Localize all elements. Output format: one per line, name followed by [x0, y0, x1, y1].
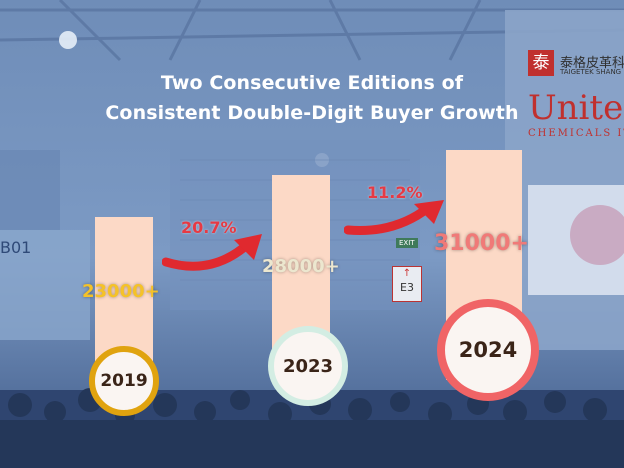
- brand-en-text: TAIGETEK SHANG: [560, 68, 622, 76]
- hall-sign: ↑ E3: [392, 266, 422, 302]
- chart-title-line-1: Two Consecutive Editions of: [160, 72, 464, 94]
- value-label-2023: 28000+: [262, 256, 340, 277]
- brand-logo: 泰: [528, 50, 554, 76]
- booth-number-sign: B01: [0, 238, 32, 257]
- year-badge-2023: 2023: [268, 326, 348, 406]
- brand-cn-text: 泰格皮革科: [560, 56, 624, 71]
- brand-small-text: CHEMICALS ITA: [528, 128, 624, 139]
- exit-sign: EXIT: [396, 238, 418, 248]
- year-badge-2024: 2024: [437, 299, 539, 401]
- brand-big-text: Unite: [528, 88, 624, 128]
- growth-arrow-icon-2: [344, 200, 444, 235]
- year-badge-2019: 2019: [89, 346, 159, 416]
- hall-label: E3: [400, 281, 414, 294]
- value-label-2024: 31000+: [434, 231, 529, 256]
- value-label-2019: 23000+: [82, 281, 160, 302]
- hall-arrow-icon: ↑: [402, 268, 412, 279]
- growth-label-2023-2024: 11.2%: [367, 183, 423, 202]
- growth-arrow-icon-1: [162, 234, 262, 271]
- chart-title-line-2: Consistent Double-Digit Buyer Growth: [105, 102, 519, 124]
- growth-label-2019-2023: 20.7%: [181, 218, 237, 237]
